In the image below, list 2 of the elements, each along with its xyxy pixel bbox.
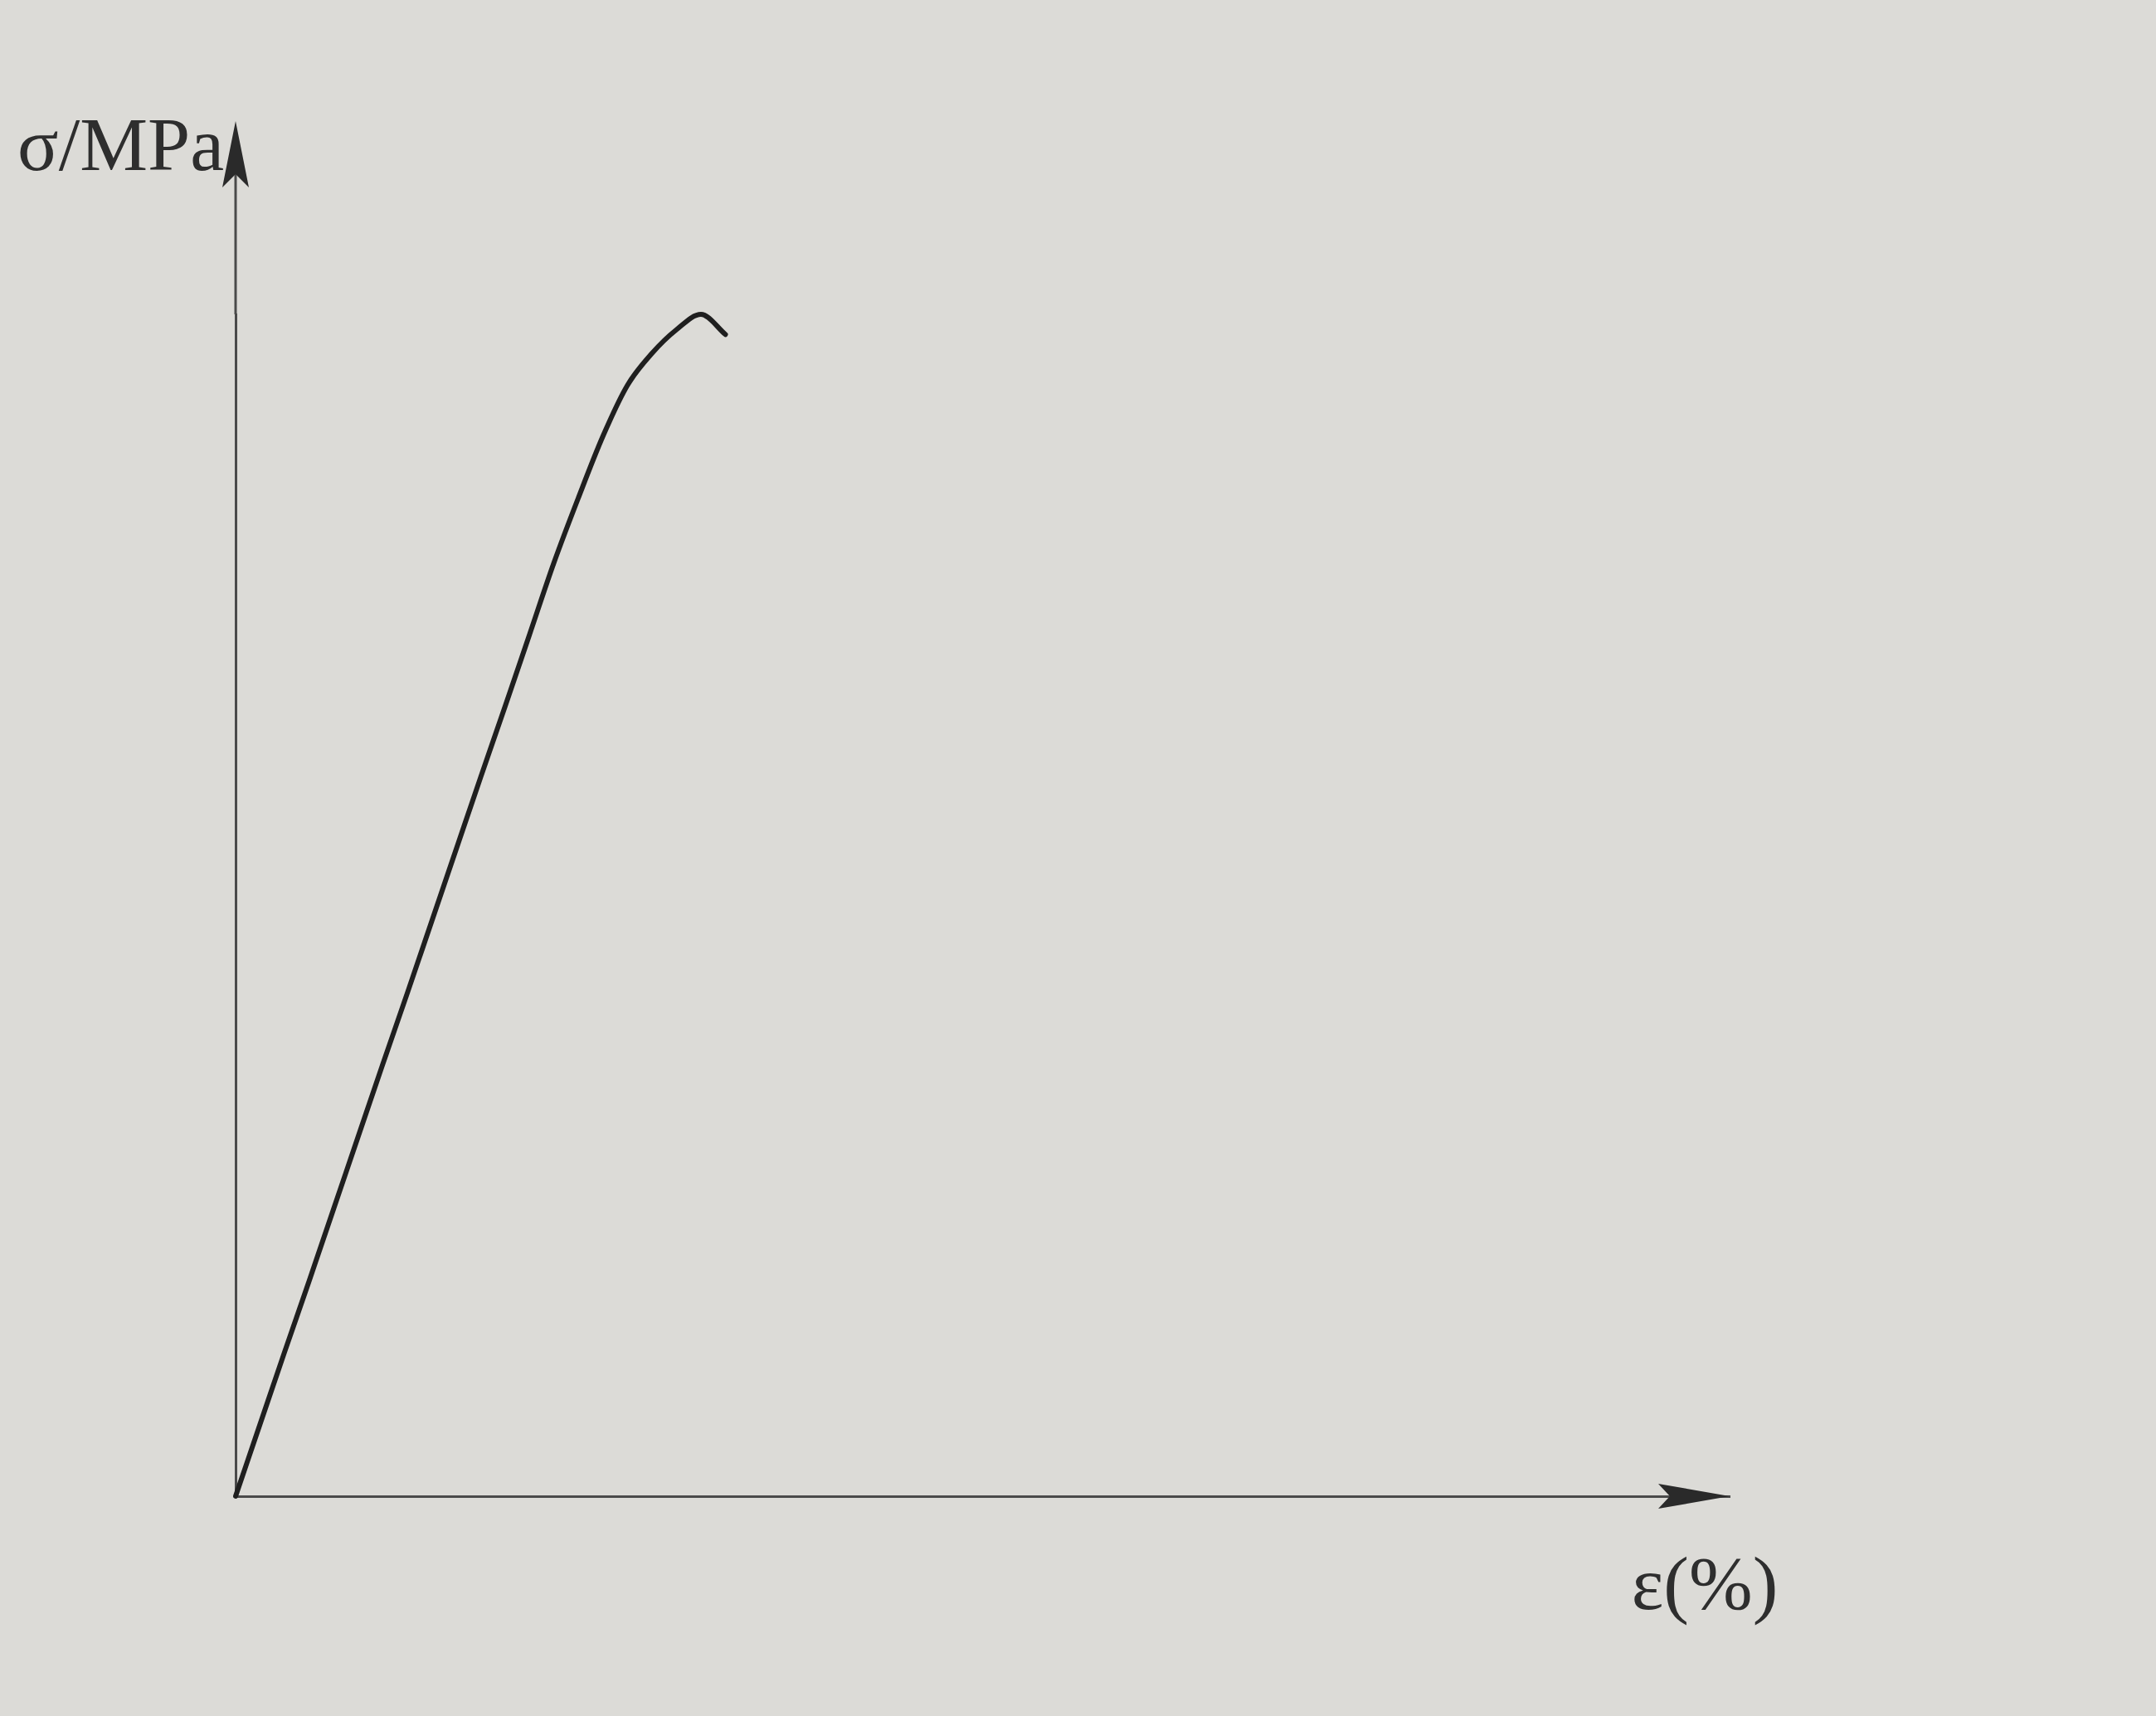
- y-axis-title: σ/MPa: [17, 102, 224, 187]
- x-axis-title: ε(%): [1631, 1541, 1779, 1626]
